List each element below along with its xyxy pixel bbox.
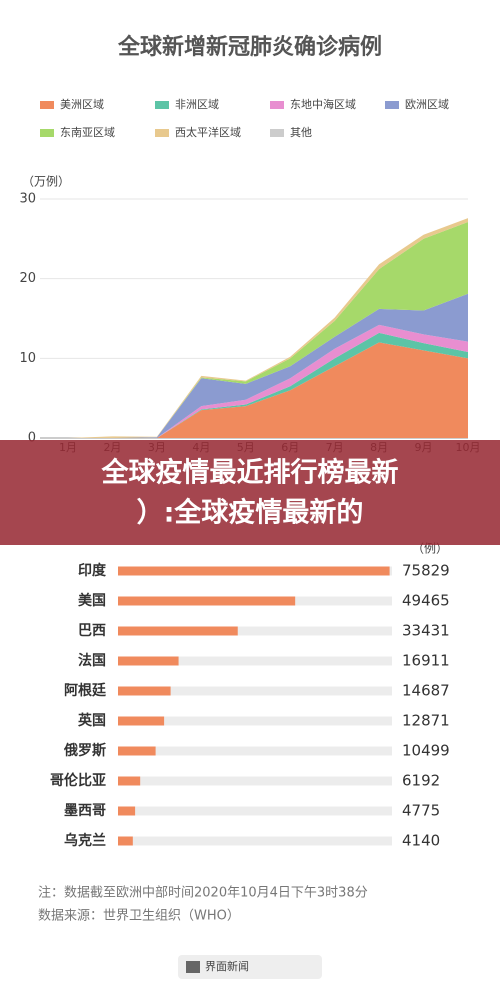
bar [118,806,136,816]
value-label: 14687 [402,682,450,700]
value-label: 12871 [402,712,450,730]
legend-label: 美洲区域 [60,98,104,111]
legend-label: 东地中海区域 [290,97,356,111]
bar-track [118,836,392,846]
bar-track [118,806,392,816]
legend-swatch [155,129,169,137]
note: 数据来源：世界卫生组织（WHO） [38,909,240,924]
category-label: 印度 [78,562,107,579]
bar-track [118,746,392,756]
bar [118,686,171,696]
category-label: 乌克兰 [64,832,106,849]
value-label: 4140 [402,832,440,850]
legend-label: 东南亚区域 [60,126,115,139]
value-label: 33431 [402,622,450,640]
y-tick-label: 20 [19,271,36,286]
bar [118,776,141,786]
legend-swatch [40,129,54,137]
banner-line: 全球疫情最近排行榜最新 [101,457,399,489]
legend-label: 欧洲区域 [405,98,449,111]
y-tick-label: 0 [28,431,36,446]
bar [118,746,156,756]
legend-label: 非洲区域 [175,98,219,111]
bar-track [118,626,392,636]
category-label: 墨西哥 [64,803,106,819]
footer-logo [186,961,200,973]
value-label: 10499 [402,742,450,760]
value-label: 16911 [402,652,450,670]
y-tick-label: 10 [19,351,36,366]
bar [118,626,238,636]
bar [118,656,179,666]
area [68,324,468,438]
chart-title: 全球新增新冠肺炎确诊病例 [117,34,382,60]
bar [118,566,390,576]
legend-swatch [40,101,54,109]
bar-track [118,716,392,726]
value-label: 6192 [402,772,440,790]
category-label: 哥伦比亚 [50,772,106,789]
footer-box [178,955,322,979]
banner-line: ）:全球疫情最新的 [137,497,364,529]
footer-brand: 界面新闻 [205,959,249,973]
legend-swatch [270,129,284,137]
bar-track [118,776,392,786]
note: 注：数据截至欧洲中部时间2020年10月4日下午3时38分 [38,886,368,901]
category-label: 英国 [77,712,106,729]
bar [118,836,133,846]
value-label: 75829 [402,562,450,580]
bar-track [118,686,392,696]
legend-label: 西太平洋区域 [175,125,241,139]
category-label: 俄罗斯 [63,742,106,759]
category-label: 阿根廷 [64,682,107,699]
legend-label: 其他 [290,126,312,139]
legend-swatch [270,101,284,109]
y-axis-label: （万例） [22,175,70,189]
category-label: 巴西 [78,623,106,639]
y-tick-label: 30 [19,191,36,206]
area [68,222,468,438]
banner-bg [0,440,500,545]
bar [118,716,165,726]
bar [118,596,296,606]
value-label: 4775 [402,802,440,820]
category-label: 美国 [78,592,106,609]
legend-swatch [155,101,169,109]
category-label: 法国 [78,652,106,669]
legend-swatch [385,101,399,109]
value-label: 49465 [402,592,450,610]
bar-track [118,656,392,666]
area [68,293,468,438]
area [68,342,468,438]
